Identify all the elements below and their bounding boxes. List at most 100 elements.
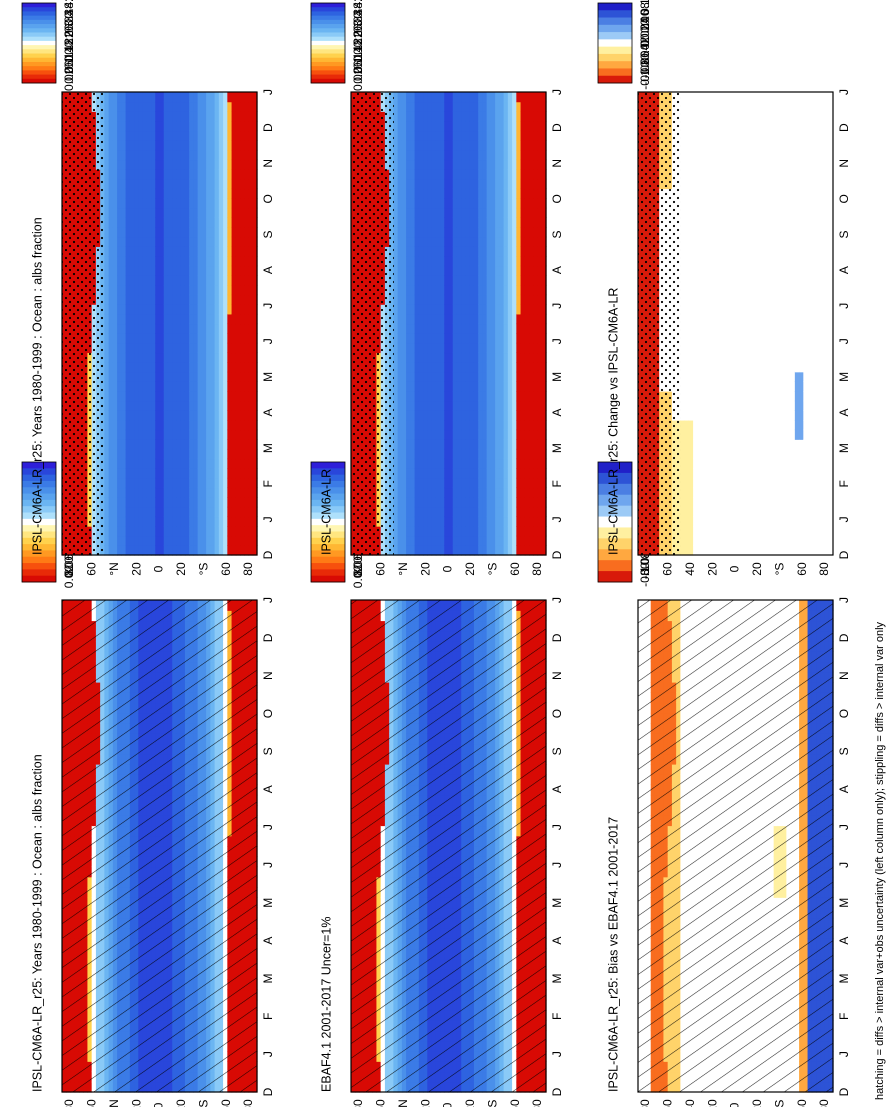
heat-cell [210, 477, 216, 489]
heat-cell [129, 304, 135, 315]
heat-cell [142, 352, 148, 363]
heat-cell [193, 371, 199, 382]
month-tick-label: J [261, 1051, 275, 1057]
heat-cell [248, 304, 254, 315]
heat-cell [121, 313, 127, 325]
heat-cell [138, 92, 144, 103]
heat-cell [112, 275, 118, 286]
heat-cell [235, 439, 241, 450]
heat-cell [121, 304, 127, 315]
heat-cell [252, 477, 258, 489]
heat-cell [121, 178, 127, 190]
heat-cell [231, 429, 237, 440]
heat-cell [189, 400, 195, 411]
heat-cell [189, 140, 195, 151]
heat-cell [248, 342, 254, 354]
heat-cell [248, 313, 254, 325]
month-tick-label: D [261, 550, 275, 559]
heat-cell [159, 111, 165, 122]
heat-cell [235, 323, 241, 334]
heat-cell [155, 120, 161, 132]
heat-cell [121, 101, 127, 112]
heat-cell [180, 323, 186, 334]
heat-cell [210, 130, 216, 141]
heat-cell [159, 419, 165, 431]
heat-cell [163, 92, 169, 103]
heat-cell [134, 275, 139, 286]
heat-cell [167, 111, 173, 122]
heat-cell [112, 419, 118, 431]
heat-cell [155, 159, 161, 170]
heat-cell [201, 101, 207, 112]
heat-cell [218, 188, 224, 199]
heat-cell [151, 120, 156, 132]
heat-cell [214, 362, 220, 373]
heat-cell [117, 169, 122, 180]
heat-cell [104, 439, 110, 450]
heat-cell [227, 149, 233, 161]
heat-cell [231, 535, 237, 546]
heat-cell [112, 526, 118, 537]
heat-cell [244, 410, 250, 421]
heat-cell [138, 458, 144, 469]
heat-cell [231, 545, 237, 556]
heat-cell [117, 352, 122, 363]
heat-cell [252, 275, 258, 286]
heat-cell [104, 429, 110, 440]
heat-cell [108, 207, 114, 218]
heat-cell [240, 275, 245, 286]
heat-cell [227, 159, 233, 170]
heat-cell [244, 198, 250, 209]
heat-cell [223, 313, 228, 325]
heat-cell [138, 439, 144, 450]
heat-cell [104, 169, 110, 180]
colorbar-swatch [22, 525, 56, 532]
heat-cell [155, 535, 161, 546]
heat-cell [227, 516, 233, 527]
colorbar: 0.420.380.340.30.260.220.180.140.10.060.… [21, 0, 76, 91]
heat-cell [155, 506, 161, 518]
heat-cell [231, 381, 237, 392]
heat-cell [159, 352, 165, 363]
heat-cell [244, 323, 250, 334]
heat-cell [142, 535, 148, 546]
heat-cell [155, 236, 161, 247]
heat-cell [201, 371, 207, 382]
heat-cell [121, 429, 127, 440]
heat-cell [206, 400, 211, 411]
heat-cell [235, 477, 241, 489]
heat-cell [184, 217, 190, 228]
heat-cell [235, 352, 241, 363]
heat-cell [193, 265, 199, 276]
heat-cell [248, 140, 254, 151]
heat-cell [155, 352, 161, 363]
heat-cell [189, 313, 195, 325]
heat-cell [112, 352, 118, 363]
heat-cell [189, 275, 195, 286]
heat-cell [159, 236, 165, 247]
heat-cell [206, 188, 211, 199]
heat-cell [210, 429, 216, 440]
heat-cell [159, 130, 165, 141]
heat-cell [210, 487, 216, 498]
heat-cell [134, 111, 139, 122]
heat-cell [129, 92, 135, 103]
heat-cell [223, 516, 228, 527]
heat-cell [214, 333, 220, 344]
heat-cell [206, 468, 211, 479]
heat-cell [176, 149, 182, 161]
heat-cell [138, 381, 144, 392]
heat-cell [214, 477, 220, 489]
heat-cell [176, 419, 182, 431]
heat-cell [210, 178, 216, 190]
heat-cell [248, 323, 254, 334]
heat-cell [210, 227, 216, 238]
heat-cell [180, 468, 186, 479]
heat-cell [117, 198, 122, 209]
heat-cell [218, 487, 224, 498]
heat-cell [206, 371, 211, 382]
heat-cell [218, 294, 224, 305]
heat-cell [142, 371, 148, 382]
heat-cell [134, 497, 139, 508]
heat-cell [108, 227, 114, 238]
